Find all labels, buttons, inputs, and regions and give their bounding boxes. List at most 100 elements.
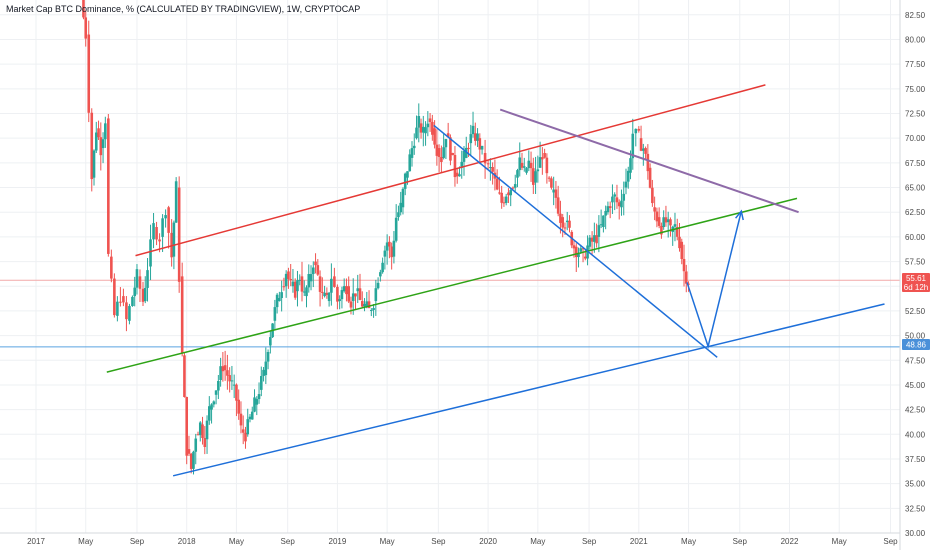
- candle-body: [608, 206, 612, 209]
- candle-body: [660, 225, 663, 235]
- candle-body: [467, 147, 470, 149]
- x-tick-label: May: [681, 537, 696, 546]
- price-badge-countdown: 6d 12h: [904, 283, 928, 292]
- candle-body: [266, 352, 270, 362]
- candle-body: [568, 220, 571, 228]
- candle-body: [486, 163, 490, 165]
- x-tick-label: 2018: [178, 537, 196, 546]
- candle-body: [82, 0, 85, 18]
- candle-body: [431, 121, 434, 135]
- candle-body: [491, 167, 494, 172]
- candle-body: [599, 224, 603, 226]
- candle-body: [264, 361, 268, 376]
- candle-body: [158, 239, 161, 242]
- candle-body: [232, 384, 236, 386]
- candle-body: [602, 215, 605, 228]
- candle-body: [424, 127, 427, 134]
- candle-body: [547, 177, 551, 179]
- candle-body: [228, 375, 231, 382]
- candle-body: [203, 438, 207, 447]
- candle-body: [435, 144, 439, 156]
- candle-body: [180, 276, 184, 353]
- candle-body: [177, 187, 181, 282]
- candle-body: [682, 258, 686, 272]
- candle-body: [275, 294, 279, 308]
- candle-body: [210, 404, 213, 410]
- y-tick-label: 62.50: [905, 208, 926, 217]
- time-axis[interactable]: 2017 May Sep 2018 May Sep 2019 May Sep 2020 May Sep…: [27, 537, 898, 546]
- x-tick-label: 2022: [781, 537, 799, 546]
- candle-body: [174, 181, 178, 223]
- candle-body: [455, 172, 459, 177]
- y-tick-label: 67.50: [905, 159, 926, 168]
- price-axis[interactable]: 30.00 32.50 35.00 37.50 40.00 42.50 45.00 47.50…: [905, 11, 926, 538]
- candle-body: [403, 173, 407, 189]
- candle-body: [128, 306, 131, 321]
- candle-body: [644, 148, 647, 154]
- candle-body: [561, 217, 565, 228]
- candle-body: [374, 288, 378, 302]
- candle-body: [684, 271, 688, 284]
- x-tick-label: Sep: [733, 537, 748, 546]
- candle-body: [504, 196, 508, 203]
- candle-body: [590, 237, 594, 242]
- red-resistance-line[interactable]: [135, 84, 766, 257]
- candle-body: [637, 128, 641, 131]
- candle-body: [449, 137, 452, 161]
- y-tick-label: 52.50: [905, 307, 926, 316]
- candle-body: [381, 262, 384, 273]
- candle-body: [631, 133, 635, 159]
- candle-body: [442, 147, 445, 158]
- blue-bottom-line[interactable]: [172, 303, 885, 477]
- candle-body: [648, 167, 652, 188]
- candle-body: [248, 416, 252, 420]
- candle-body: [678, 236, 681, 249]
- candle-body: [84, 17, 88, 39]
- candle-body: [536, 169, 540, 172]
- candle-body: [498, 192, 501, 194]
- candle-body: [323, 292, 326, 297]
- candle-body: [538, 157, 542, 168]
- candle-body: [543, 152, 546, 158]
- candle-body: [634, 128, 638, 134]
- candle-body: [444, 139, 448, 148]
- candle-body: [673, 224, 677, 227]
- candle-body: [451, 152, 454, 155]
- candle-body: [541, 157, 544, 160]
- candle-body: [545, 157, 549, 174]
- y-tick-label: 60.00: [905, 233, 926, 242]
- candle-body: [516, 170, 519, 178]
- candle-body: [572, 245, 576, 249]
- candle-body: [577, 253, 580, 258]
- candle-body: [296, 280, 299, 292]
- level-badge-bg: [902, 339, 930, 350]
- candle-body: [99, 137, 103, 156]
- blue-projection-path[interactable]: [686, 211, 743, 350]
- candle-body: [437, 148, 441, 157]
- green-support-line[interactable]: [106, 197, 798, 373]
- candle-body: [189, 453, 193, 469]
- candle-body: [183, 355, 186, 397]
- candle-body: [687, 283, 690, 285]
- candle-body: [639, 138, 643, 151]
- purple-descending-line[interactable]: [499, 108, 799, 214]
- blue-descending-line[interactable]: [433, 124, 718, 358]
- candle-body: [269, 337, 272, 346]
- candle-body: [518, 157, 522, 171]
- candle-body: [314, 261, 317, 266]
- candle-body: [478, 138, 482, 150]
- candle-body: [579, 248, 583, 252]
- candle-body: [284, 273, 288, 287]
- candle-body: [244, 432, 247, 442]
- candle-body: [293, 281, 297, 298]
- candle-body: [94, 132, 98, 151]
- candle-body: [196, 434, 200, 436]
- candle-body: [379, 272, 382, 277]
- drawn-trendlines[interactable]: [106, 84, 885, 477]
- candle-body: [164, 215, 167, 219]
- x-tick-label: Sep: [130, 537, 145, 546]
- candle-body: [646, 153, 650, 172]
- candle-body: [131, 296, 134, 307]
